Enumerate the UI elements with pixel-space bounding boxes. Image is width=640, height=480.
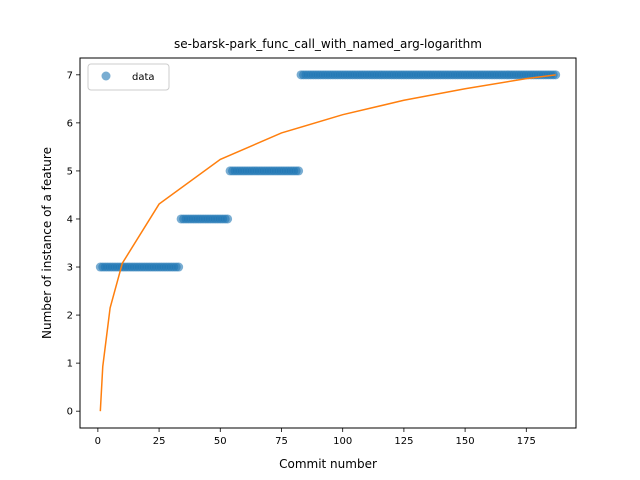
plot-area: [95, 70, 561, 412]
y-tick-label: 2: [67, 311, 73, 322]
x-axis-label: Commit number: [279, 457, 377, 471]
x-tick-label: 50: [214, 436, 227, 447]
y-tick-label: 4: [67, 214, 73, 225]
legend-marker-data: [101, 71, 111, 81]
y-tick-label: 1: [67, 359, 73, 370]
legend: data: [87, 63, 170, 91]
legend-box: [87, 63, 170, 91]
legend-label-data: data: [132, 72, 155, 83]
fit-line: [99, 74, 556, 412]
x-tick-label: 100: [333, 436, 352, 447]
x-axis: 0 25 50 75 100 125 150 175: [95, 428, 536, 447]
data-point: [223, 214, 233, 224]
x-tick-label: 125: [394, 436, 413, 447]
chart-title: se-barsk-park_func_call_with_named_arg-l…: [174, 37, 482, 51]
y-axis: 0 1 2 3 4 5 6 7: [67, 70, 80, 418]
y-tick-label: 0: [67, 407, 73, 418]
x-tick-label: 150: [456, 436, 475, 447]
y-tick-label: 5: [67, 166, 73, 177]
y-tick-label: 3: [67, 263, 73, 274]
x-tick-label: 25: [153, 436, 166, 447]
y-tick-label: 6: [67, 118, 73, 129]
data-point: [294, 166, 304, 176]
x-tick-label: 0: [95, 436, 101, 447]
data-point: [174, 262, 184, 272]
x-tick-label: 75: [275, 436, 288, 447]
y-tick-label: 7: [67, 70, 73, 81]
x-tick-label: 175: [517, 436, 536, 447]
y-axis-label: Number of instance of a feature: [40, 147, 54, 339]
plot-frame: [79, 57, 577, 429]
